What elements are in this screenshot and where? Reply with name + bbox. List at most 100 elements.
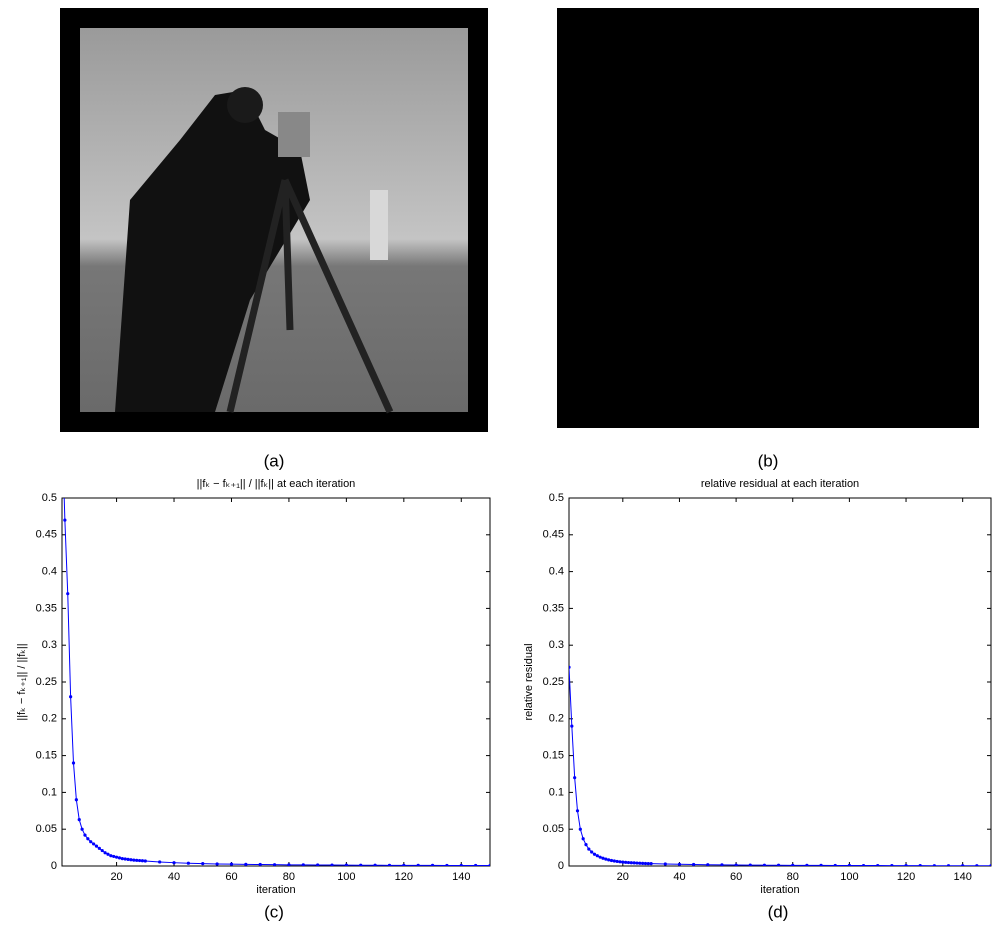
camera bbox=[278, 112, 310, 157]
y-tick-label: 0.2 bbox=[42, 713, 57, 725]
y-tick-label: 0.2 bbox=[549, 713, 564, 725]
point bbox=[109, 854, 112, 857]
figure: (a) (b) 00.050.10.150.20.250.30.350.40.4… bbox=[0, 0, 992, 931]
point bbox=[273, 863, 276, 866]
point bbox=[124, 857, 127, 860]
y-tick-label: 0 bbox=[558, 860, 564, 872]
point bbox=[431, 864, 434, 867]
point bbox=[664, 862, 667, 865]
y-tick-label: 0.5 bbox=[549, 492, 564, 504]
point bbox=[72, 761, 75, 764]
point bbox=[187, 862, 190, 865]
point bbox=[474, 864, 477, 867]
point bbox=[126, 858, 129, 861]
x-tick-label: 120 bbox=[395, 871, 413, 883]
point bbox=[641, 862, 644, 865]
point bbox=[607, 858, 610, 861]
page: (a) (b) 00.050.10.150.20.250.30.350.40.4… bbox=[0, 0, 992, 931]
y-tick-label: 0.45 bbox=[543, 529, 564, 541]
point bbox=[417, 864, 420, 867]
point bbox=[919, 864, 922, 867]
y-tick-label: 0.35 bbox=[36, 602, 57, 614]
caption: (d) bbox=[768, 902, 789, 921]
point bbox=[144, 859, 147, 862]
y-tick-label: 0.4 bbox=[549, 566, 564, 578]
plot-area bbox=[569, 498, 991, 866]
point bbox=[75, 798, 78, 801]
y-tick-label: 0.3 bbox=[42, 639, 57, 651]
point bbox=[596, 854, 599, 857]
y-tick-label: 0.4 bbox=[42, 566, 57, 578]
x-tick-label: 100 bbox=[840, 871, 858, 883]
y-tick-label: 0.15 bbox=[543, 750, 564, 762]
point bbox=[862, 864, 865, 867]
point bbox=[647, 862, 650, 865]
point bbox=[650, 862, 653, 865]
point bbox=[604, 858, 607, 861]
x-tick-label: 80 bbox=[787, 871, 799, 883]
point bbox=[587, 847, 590, 850]
point bbox=[230, 863, 233, 866]
y-axis-label: relative residual bbox=[523, 643, 535, 720]
point bbox=[129, 858, 132, 861]
x-tick-label: 40 bbox=[673, 871, 685, 883]
point bbox=[834, 864, 837, 867]
point bbox=[201, 862, 204, 865]
x-tick-label: 120 bbox=[897, 871, 915, 883]
point bbox=[582, 837, 585, 840]
point bbox=[633, 861, 636, 864]
y-tick-label: 0.1 bbox=[549, 786, 564, 798]
point bbox=[584, 843, 587, 846]
point bbox=[638, 862, 641, 865]
point bbox=[95, 845, 98, 848]
point bbox=[287, 863, 290, 866]
point bbox=[121, 857, 124, 860]
plot-area bbox=[62, 498, 490, 866]
point bbox=[135, 859, 138, 862]
x-tick-label: 80 bbox=[283, 871, 295, 883]
point bbox=[876, 864, 879, 867]
point bbox=[590, 850, 593, 853]
x-tick-label: 40 bbox=[168, 871, 180, 883]
y-tick-label: 0.05 bbox=[36, 823, 57, 835]
y-axis-label: ||fₖ − fₖ₊₁|| / ||fₖ|| bbox=[16, 643, 28, 720]
point bbox=[488, 864, 491, 867]
y-tick-label: 0.45 bbox=[36, 529, 57, 541]
point bbox=[259, 863, 262, 866]
point bbox=[460, 864, 463, 867]
point bbox=[216, 862, 219, 865]
x-tick-label: 60 bbox=[730, 871, 742, 883]
y-tick-label: 0.05 bbox=[543, 823, 564, 835]
point bbox=[621, 860, 624, 863]
point bbox=[103, 851, 106, 854]
point bbox=[618, 860, 621, 863]
head bbox=[227, 87, 263, 123]
point bbox=[947, 864, 950, 867]
x-axis-label: iteration bbox=[256, 884, 295, 896]
point bbox=[78, 818, 81, 821]
tower bbox=[370, 190, 388, 260]
point bbox=[601, 857, 604, 860]
point bbox=[975, 864, 978, 867]
point bbox=[132, 859, 135, 862]
x-tick-label: 100 bbox=[337, 871, 355, 883]
point bbox=[112, 855, 115, 858]
chart-title: ||fₖ − fₖ₊₁|| / ||fₖ|| at each iteration bbox=[197, 478, 356, 490]
point bbox=[616, 860, 619, 863]
point bbox=[66, 592, 69, 595]
point bbox=[63, 518, 66, 521]
point bbox=[635, 861, 638, 864]
point bbox=[961, 864, 964, 867]
y-tick-label: 0.35 bbox=[543, 602, 564, 614]
caption: (b) bbox=[758, 451, 779, 470]
point bbox=[81, 828, 84, 831]
point bbox=[610, 859, 613, 862]
point bbox=[819, 864, 822, 867]
x-tick-label: 20 bbox=[617, 871, 629, 883]
point bbox=[613, 859, 616, 862]
point bbox=[89, 840, 92, 843]
y-tick-label: 0.1 bbox=[42, 786, 57, 798]
y-tick-label: 0.3 bbox=[549, 639, 564, 651]
point bbox=[933, 864, 936, 867]
point bbox=[890, 864, 893, 867]
